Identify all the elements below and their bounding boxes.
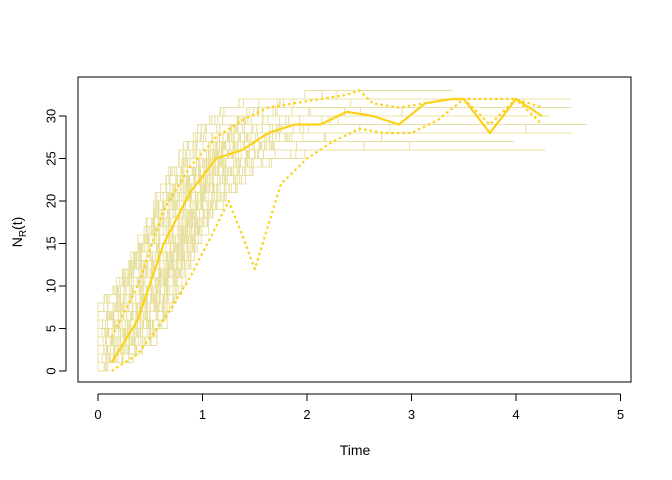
y-axis: 0 5 10 15 20 25 30 [43,109,67,375]
trajectory-line [97,149,466,371]
trajectory-line [97,141,506,371]
x-tick-label: 5 [617,407,624,422]
y-tick-label: 15 [43,236,58,250]
x-tick-label: 0 [94,407,101,422]
y-tick-label: 10 [43,279,58,293]
y-tick-label: 0 [43,367,58,374]
x-axis-title: Time [340,442,371,458]
x-tick-label: 2 [303,407,310,422]
y-tick-label: 5 [43,325,58,332]
y-axis-title: NR(t) [9,217,29,248]
x-axis: 0 1 2 3 4 5 [94,393,624,422]
y-tick-label: 25 [43,151,58,165]
x-tick-label: 3 [408,407,415,422]
trajectory-line [97,132,265,371]
x-tick-label: 4 [512,407,519,422]
trajectory-layer [97,90,587,372]
y-axis-title-suffix: (t) [9,217,25,230]
y-tick-label: 30 [43,109,58,123]
x-tick-label: 1 [199,407,206,422]
y-axis-title-main: N [9,237,25,247]
plot-frame [77,76,632,383]
summary-layer [110,89,543,372]
y-axis-title-sub: R [18,230,29,237]
trajectory-line [97,132,561,371]
y-tick-label: 20 [43,194,58,208]
mean-line [110,97,543,364]
